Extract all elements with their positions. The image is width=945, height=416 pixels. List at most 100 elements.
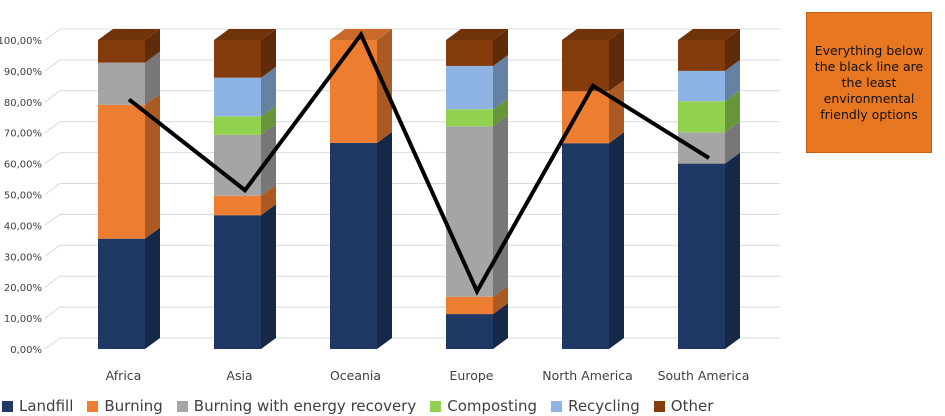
y-tick-label: 20,00% <box>4 283 42 294</box>
legend-item: Composting <box>430 397 537 415</box>
bar-segment-side <box>725 90 740 133</box>
bar-segment <box>562 40 609 92</box>
legend-label: Burning <box>104 397 163 415</box>
x-axis: Africa Asia Oceania Europe North America Sout… <box>106 368 750 383</box>
x-category-label: Oceania <box>330 368 381 383</box>
stacked-bar-chart: 0,00% 10,00% 20,00% 30,00% 40,00% 50,00% 60,00… <box>0 28 780 383</box>
bar-segment <box>330 142 377 349</box>
bar-segment <box>98 238 145 349</box>
bar-segment-side <box>609 29 624 92</box>
gridlines <box>44 28 780 350</box>
gridline <box>44 213 780 226</box>
bars <box>98 29 740 349</box>
gridline <box>44 28 780 41</box>
bar-segment-side <box>493 98 508 127</box>
bar-segment-side <box>261 204 276 349</box>
bar-segment-side <box>493 303 508 349</box>
legend-item: Burning with energy recovery <box>176 397 417 415</box>
bar-top <box>678 29 740 40</box>
bar-segment-side <box>145 227 160 349</box>
annotation-text: Everything below the black line are the … <box>814 42 924 122</box>
x-category-label: North America <box>542 368 633 383</box>
legend-label: Other <box>670 397 714 415</box>
bar-segment <box>214 215 261 349</box>
y-tick-label: 70,00% <box>4 129 42 140</box>
bar-segment-side <box>725 29 740 71</box>
bar-segment <box>678 163 725 349</box>
y-tick-label: 100,00% <box>0 36 42 47</box>
y-tick-label: 0,00% <box>10 345 42 356</box>
legend-item: Other <box>653 397 714 415</box>
gridline <box>44 121 780 134</box>
bar-segment-side <box>261 184 276 216</box>
bar-segment <box>214 116 261 135</box>
y-tick-label: 80,00% <box>4 98 42 109</box>
gridline <box>44 337 780 350</box>
legend-swatch <box>653 400 665 412</box>
x-category-label: Asia <box>226 368 252 383</box>
bar-segment-side <box>609 80 624 144</box>
legend-label: Landfill <box>19 397 74 415</box>
legend-swatch <box>87 400 99 412</box>
y-tick-label: 10,00% <box>4 314 42 325</box>
legend-item: Landfill <box>2 397 73 415</box>
legend-swatch <box>176 400 188 412</box>
bar-segment-side <box>725 121 740 164</box>
bar-segment-side <box>145 51 160 105</box>
bar-segment-side <box>609 132 624 349</box>
gridline <box>44 152 780 165</box>
bar-segment <box>214 77 261 117</box>
legend-swatch <box>551 400 563 412</box>
y-tick-label: 40,00% <box>4 221 42 232</box>
legend-label: Burning with energy recovery <box>193 397 417 415</box>
bar-segment-side <box>725 152 740 349</box>
bar-top <box>562 29 624 40</box>
bar-segment-side <box>261 29 276 78</box>
bar-segment <box>446 296 493 315</box>
bar-segment-side <box>261 66 276 117</box>
legend-item: Burning <box>87 397 163 415</box>
bar-segment-side <box>145 29 160 63</box>
bar-segment-side <box>493 285 508 315</box>
bar-segment <box>446 126 493 297</box>
gridline <box>44 90 780 103</box>
bar-segment <box>562 143 609 349</box>
legend-label: Recycling <box>568 397 640 415</box>
x-category-label: South America <box>658 368 750 383</box>
legend-swatch <box>2 400 13 412</box>
gridline <box>44 275 780 288</box>
annotation-box: Everything below the black line are the … <box>806 12 932 153</box>
bar-segment <box>446 109 493 127</box>
bar-segment <box>678 101 725 133</box>
bar-segment <box>446 40 493 66</box>
gridline <box>44 59 780 72</box>
bar-top <box>98 29 160 40</box>
legend-swatch <box>430 400 442 412</box>
bar-segment <box>678 132 725 164</box>
bar-segment-side <box>493 115 508 297</box>
bar-segment <box>98 104 145 239</box>
bar-segment-side <box>493 54 508 110</box>
bar-segment <box>678 70 725 102</box>
bar-top <box>446 29 508 40</box>
gridline <box>44 244 780 257</box>
legend: Landfill Burning Burning with energy recov… <box>2 397 727 415</box>
y-tick-label: 60,00% <box>4 160 42 171</box>
x-category-label: Africa <box>106 368 142 383</box>
bar-segment <box>98 62 145 105</box>
threshold-line-path <box>127 30 711 296</box>
x-category-label: Europe <box>450 368 494 383</box>
bar-segment-side <box>261 105 276 135</box>
y-tick-label: 50,00% <box>4 191 42 202</box>
bar-segment-side <box>377 131 392 349</box>
gridline <box>44 306 780 319</box>
legend-item: Recycling <box>551 397 640 415</box>
y-tick-label: 90,00% <box>4 67 42 78</box>
bar-segment-side <box>145 93 160 239</box>
y-tick-label: 30,00% <box>4 252 42 263</box>
bar-segment <box>446 65 493 110</box>
y-axis: 0,00% 10,00% 20,00% 30,00% 40,00% 50,00% 60,00… <box>0 36 42 356</box>
bar-top <box>214 29 276 40</box>
bar-segment <box>214 40 261 78</box>
bar-segment-side <box>725 59 740 102</box>
